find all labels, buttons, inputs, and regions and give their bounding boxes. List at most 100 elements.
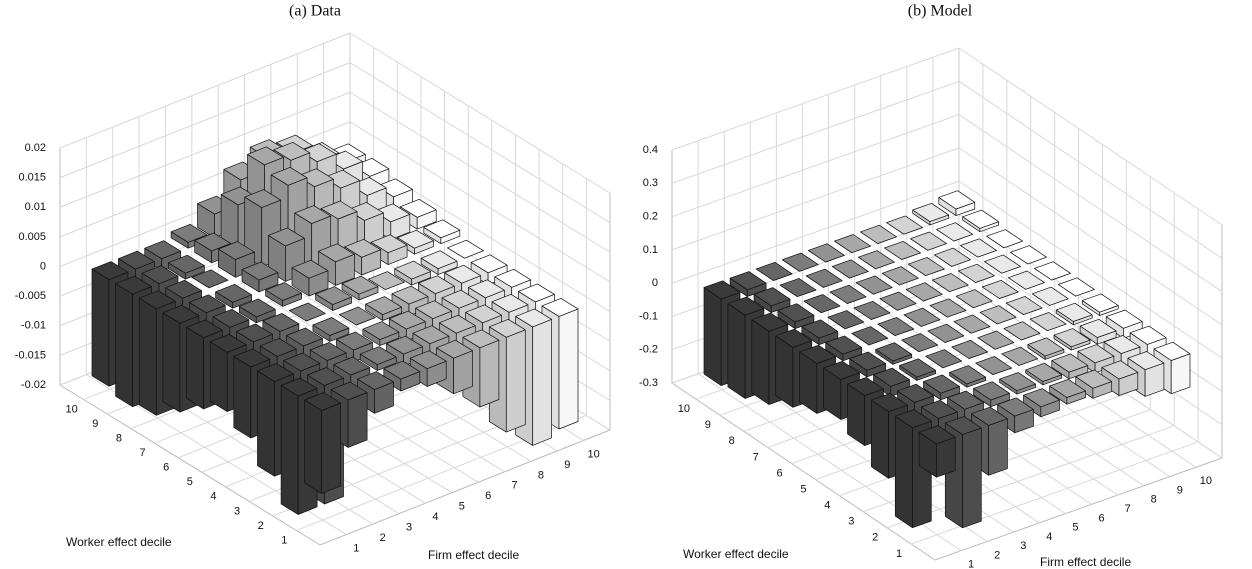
bar-top [1025,362,1063,382]
bar-top [518,283,555,303]
bar-top [168,254,205,274]
bar-top [729,271,767,291]
bar-top [236,323,273,343]
bar-top [312,317,350,336]
bar-top [1058,277,1095,297]
bar [362,321,400,346]
bar-top [341,275,379,295]
bar-top [779,278,817,297]
bar [936,222,973,242]
bar-top [971,406,1008,426]
bar-top [847,377,884,396]
bar [1001,346,1039,366]
bar [831,259,869,279]
y-tick-label: 8 [116,433,122,445]
bar-top [241,261,279,281]
bar [218,241,255,278]
bar [855,275,893,295]
bar-top [829,284,867,304]
bar-top [1079,318,1117,338]
bar-top [908,257,945,276]
bar [420,250,458,275]
bar [1031,286,1069,306]
bar-top [462,329,500,349]
bar [191,269,229,289]
bar [881,266,919,286]
bar-top [873,367,910,387]
bar [875,342,913,365]
x-tick-label: 2 [380,532,386,544]
bar-top [270,166,308,186]
bar-top [855,275,893,295]
grid-line [887,425,1175,529]
bar-top [186,319,223,339]
bar [423,219,461,245]
z-tick-label: -0.3 [639,377,658,389]
bar-top [309,342,347,361]
bar-top [1008,270,1045,290]
bar-face [727,303,746,399]
bar-top [808,243,845,263]
bar-top [977,330,1015,350]
bar-top [1153,341,1191,361]
x-tick-label: 10 [588,448,600,460]
bar-top [315,286,352,305]
z-tick-label: 0.015 [18,172,46,184]
bar [1029,312,1067,332]
bar-top [1049,378,1086,398]
bar-top [853,300,891,320]
x-tick-label: 9 [564,459,570,471]
bar [359,346,397,371]
bar-top [488,318,526,338]
bar-top [1031,286,1069,306]
bar-face [91,268,110,387]
bar [894,409,932,529]
bar [781,252,819,272]
bar [899,358,936,381]
bar [918,425,956,478]
grid-line [671,147,960,251]
bar-top [1129,325,1167,345]
bar [884,240,921,260]
z-tick-label: 0 [652,277,658,289]
bar-top [399,198,437,218]
bar-face [209,341,228,412]
bar [953,314,991,334]
bar-face [558,308,579,430]
bar [910,231,947,251]
grid-line [910,441,1199,545]
bar [805,268,843,288]
bar [315,286,352,311]
bar-top [775,328,813,348]
y-axis-label: Worker effect decile [66,535,172,549]
z-tick-label: 0 [40,260,46,272]
bar-top [283,352,321,372]
z-tick-label: 0.2 [643,210,658,222]
bar [984,254,1021,274]
bar-top [1001,346,1039,366]
bar-top [357,371,394,390]
y-tick-label: 6 [163,462,169,474]
bar-top [415,300,452,320]
grid-line [958,114,1223,292]
bar-top [997,397,1034,417]
bar [849,351,886,378]
bar-top [986,229,1023,249]
bar-top [191,269,229,289]
bar-top [238,298,276,318]
bar-top [215,283,252,303]
z-tick-label: -0.005 [15,290,46,302]
bar-top [1077,344,1115,364]
bar [999,372,1036,395]
bar [801,319,839,346]
bar [986,229,1023,249]
bar [729,271,767,297]
z-tick-label: 0.005 [18,231,46,243]
x-tick-label: 5 [459,501,465,513]
y-tick-label: 1 [896,548,902,560]
bar [962,209,1000,233]
bar-face [505,329,526,433]
bar [1049,378,1086,405]
bar [238,298,276,324]
bar-top [1029,312,1067,332]
